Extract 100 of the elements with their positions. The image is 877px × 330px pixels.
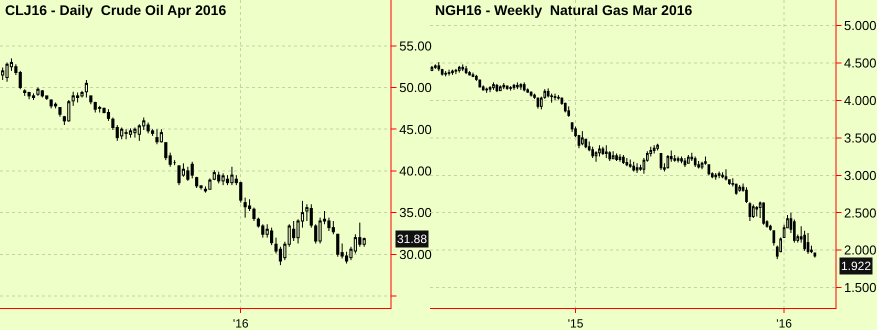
candlestick: [660, 153, 662, 171]
candlestick: [697, 160, 700, 170]
candlestick: [437, 62, 440, 72]
candlestick: [687, 154, 690, 164]
candlestick: [155, 128, 159, 145]
candlestick: [755, 205, 758, 217]
y-tick-label: 2.000: [844, 242, 877, 258]
y-tick-label: 3.500: [844, 130, 877, 146]
y-tick-label: 30.00: [399, 246, 432, 262]
candlestick: [485, 87, 488, 94]
candlestick: [488, 86, 492, 93]
candlestick: [522, 82, 526, 92]
y-tick-label: 1.500: [844, 280, 877, 296]
y-tick-label: 5.000: [844, 18, 877, 34]
text: 31.88: [397, 232, 428, 246]
candlestick: [430, 65, 434, 72]
candlestick: [745, 186, 748, 204]
candlestick: [310, 204, 313, 228]
y-tick-label: 4.000: [844, 92, 877, 108]
candlestick: [458, 65, 461, 74]
candlestick: [58, 107, 62, 118]
candlestick: [80, 90, 84, 98]
candlestick: [472, 72, 474, 78]
candlestick: [177, 164, 181, 186]
candlestick: [628, 159, 632, 168]
candlestick: [615, 153, 618, 162]
y-tick-label: 50.00: [399, 80, 432, 96]
candlestick: [498, 84, 502, 92]
candlestick: [567, 106, 570, 118]
candlestick: [666, 154, 670, 170]
candlestick: [612, 150, 614, 160]
x-tick-label: '16: [776, 316, 792, 330]
candlestick: [5, 62, 9, 82]
candlestick: [252, 207, 256, 222]
text: 1.922: [841, 259, 872, 273]
candlestick: [506, 86, 508, 90]
candlestick: [160, 128, 163, 144]
candlestick: [738, 184, 741, 192]
candlestick: [752, 204, 755, 218]
candlestick: [94, 101, 97, 114]
candlestick: [680, 156, 683, 164]
candlestick: [516, 82, 519, 90]
candlestick: [718, 171, 720, 179]
candlestick: [673, 154, 676, 162]
candlestick: [434, 64, 437, 70]
candlestick: [806, 232, 810, 254]
candlestick: [244, 197, 247, 218]
candlestick: [451, 69, 454, 76]
candlestick: [32, 92, 36, 101]
candlestick: [604, 144, 608, 159]
candlestick: [454, 68, 458, 75]
candlestick: [128, 128, 132, 138]
candlestick: [509, 86, 512, 92]
candlestick: [530, 90, 532, 98]
candlestick: [448, 69, 450, 76]
candlestick: [694, 156, 697, 168]
candlestick: [502, 82, 506, 90]
x-tick-label: '16: [232, 316, 249, 330]
candlestick: [632, 161, 635, 172]
chart-title: CLJ16 - Daily Crude Oil Apr 2016: [5, 2, 226, 18]
candlestick: [714, 172, 718, 180]
y-tick-label: 2.500: [844, 205, 877, 220]
candlestick: [54, 102, 58, 109]
candlestick: [461, 64, 464, 72]
chart-title: NGH16 - Weekly Natural Gas Mar 2016: [435, 2, 693, 18]
candlestick: [676, 156, 680, 164]
y-tick-label: 4.500: [844, 55, 877, 70]
candlestick: [519, 82, 522, 90]
candlestick: [602, 146, 604, 156]
candlestick: [444, 70, 447, 77]
candlestick: [492, 82, 495, 90]
candlestick: [554, 93, 556, 101]
candlestick: [721, 172, 724, 179]
candlestick: [762, 202, 765, 226]
candlestick: [724, 168, 728, 182]
candlestick: [684, 158, 686, 168]
y-tick-label: 45.00: [399, 122, 432, 137]
candlestick: [190, 161, 194, 179]
y-tick-label: 3.000: [844, 168, 877, 183]
candlestick: [332, 220, 335, 235]
candlestick: [536, 96, 540, 110]
candlestick: [84, 80, 88, 98]
candlestick: [656, 143, 659, 152]
candlestick: [478, 78, 482, 88]
candlestick: [336, 234, 340, 258]
candlestick: [23, 88, 26, 96]
candlestick: [652, 144, 656, 154]
candlestick: [89, 95, 92, 105]
candlestick: [512, 83, 516, 90]
candlestick: [195, 176, 198, 189]
candlestick: [464, 65, 468, 75]
candlestick: [625, 158, 628, 167]
candlestick: [622, 154, 625, 165]
y-tick-label: 40.00: [399, 163, 432, 178]
candlestick: [496, 83, 498, 93]
y-tick-label: 55.00: [399, 38, 432, 54]
y-tick-label: 35.00: [399, 205, 432, 220]
candlestick: [581, 130, 584, 146]
candlestick: [748, 202, 752, 222]
x-tick-label: '15: [568, 316, 584, 330]
